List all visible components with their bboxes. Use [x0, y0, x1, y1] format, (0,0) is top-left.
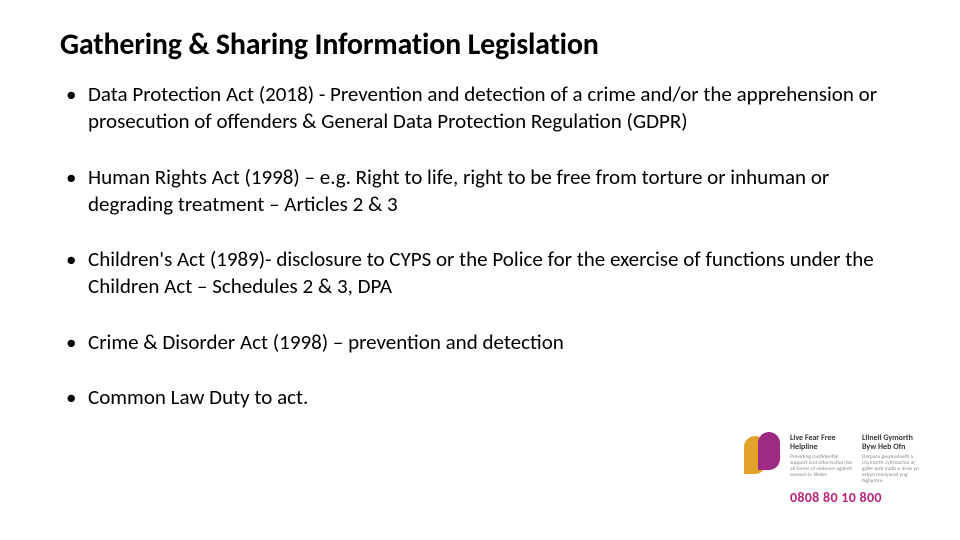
bullet-item: Children's Act (1989)- disclosure to CYP… [60, 246, 900, 301]
bullet-item: Common Law Duty to act. [60, 384, 900, 411]
quote-shape-front [758, 432, 780, 470]
bullet-item: Human Rights Act (1998) – e.g. Right to … [60, 164, 900, 219]
helpline-text-block: Live Fear Free Helpline Llinell Gymorth … [790, 432, 926, 506]
slide-container: Gathering & Sharing Information Legislat… [0, 0, 960, 459]
bullet-item: Data Protection Act (2018) - Prevention … [60, 81, 900, 136]
helpline-sub-en: Providing confidential support and infor… [790, 454, 854, 484]
bullet-list: Data Protection Act (2018) - Prevention … [60, 81, 900, 411]
quote-icon [744, 432, 784, 486]
helpline-sub-row: Providing confidential support and infor… [790, 453, 926, 484]
bullet-item: Crime & Disorder Act (1998) – prevention… [60, 329, 900, 356]
slide-title: Gathering & Sharing Information Legislat… [60, 26, 900, 63]
helpline-phone: 0808 80 10 800 [790, 489, 926, 506]
helpline-sub-cy: Darparu gwybodaeth a chymorth cyfrinacho… [862, 454, 926, 484]
helpline-badge: Live Fear Free Helpline Llinell Gymorth … [744, 432, 934, 496]
helpline-title-cy: Llinell Gymorth Byw Heb Ofn [862, 434, 926, 452]
helpline-title-row: Live Fear Free Helpline Llinell Gymorth … [790, 434, 926, 452]
helpline-title-en: Live Fear Free Helpline [790, 434, 854, 452]
